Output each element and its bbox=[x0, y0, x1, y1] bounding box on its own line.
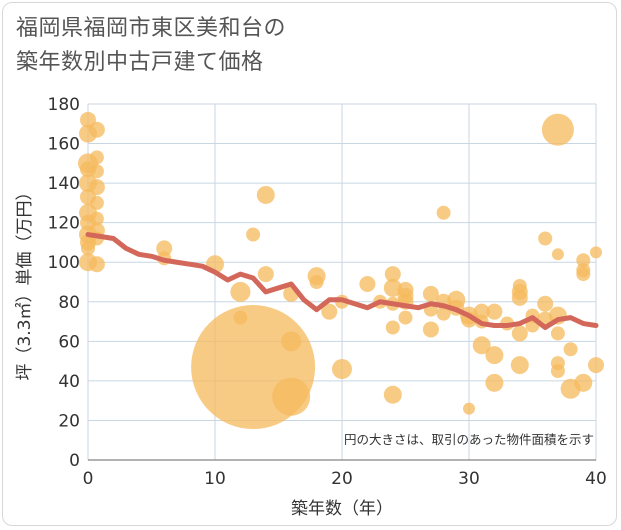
bubble-point bbox=[281, 331, 302, 352]
bubble-point bbox=[588, 357, 604, 374]
bubble-point bbox=[89, 164, 104, 179]
bubble-point bbox=[511, 289, 528, 306]
bubble-point bbox=[384, 266, 401, 283]
bubble-point bbox=[436, 306, 451, 321]
bubble-point bbox=[574, 373, 593, 392]
bubble-point bbox=[486, 303, 503, 320]
bubble-point bbox=[511, 325, 528, 342]
bubble-series bbox=[78, 111, 604, 430]
bubble-point bbox=[81, 241, 95, 256]
chart-title: 福岡県福岡市東区美和台の 築年数別中古戸建て価格 bbox=[16, 16, 287, 75]
y-tick-label: 40 bbox=[58, 372, 80, 392]
bubble-point bbox=[538, 231, 553, 246]
bubble-point bbox=[422, 321, 439, 338]
bubble-point bbox=[436, 205, 451, 220]
y-tick-label: 120 bbox=[48, 214, 80, 234]
trend-series bbox=[85, 232, 599, 330]
bubble-point bbox=[510, 356, 529, 375]
y-tick-label: 60 bbox=[58, 332, 80, 352]
bubble-point bbox=[576, 267, 591, 282]
bubble-point bbox=[383, 278, 402, 297]
bubble-point bbox=[385, 320, 400, 335]
y-tick-label: 20 bbox=[58, 411, 80, 431]
y-axis-label: 坪（3.3㎡）単価（万円） bbox=[15, 183, 35, 380]
bubble-point bbox=[472, 336, 491, 355]
bubble-point bbox=[563, 342, 578, 357]
y-tick-label: 80 bbox=[58, 293, 80, 313]
bubble-point bbox=[246, 227, 261, 242]
bubble-point bbox=[88, 179, 105, 196]
bubble-point bbox=[383, 385, 402, 404]
y-tick-label: 140 bbox=[48, 174, 80, 194]
bubble-point bbox=[256, 185, 275, 204]
size-note: 円の大きさは、取引のあった物件面積を示す bbox=[344, 432, 594, 447]
x-tick-label: 40 bbox=[585, 469, 607, 489]
axes: 0 20 40 60 80 100 120 140 160 180 0 10 20 30 40 bbox=[48, 95, 607, 489]
x-axis-label: 築年数（年） bbox=[291, 499, 393, 519]
bubble-point bbox=[485, 373, 504, 392]
bubble-point bbox=[537, 295, 554, 312]
bubble-point bbox=[257, 266, 274, 283]
bubble-point bbox=[156, 240, 173, 257]
y-tick-label: 160 bbox=[48, 135, 80, 155]
x-tick-label: 30 bbox=[458, 469, 480, 489]
bubble-point bbox=[321, 303, 338, 320]
bubble-point bbox=[230, 281, 251, 302]
y-tick-label: 0 bbox=[69, 451, 80, 471]
bubble-point bbox=[88, 121, 105, 138]
trend-line bbox=[85, 232, 599, 330]
bubble-point bbox=[398, 310, 413, 325]
bubble-point bbox=[309, 275, 324, 289]
bubble-point bbox=[88, 256, 105, 273]
bubble-point bbox=[89, 150, 104, 165]
y-tick-label: 180 bbox=[48, 95, 80, 115]
bubble-point bbox=[422, 285, 439, 302]
x-tick-label: 0 bbox=[83, 469, 94, 489]
bubble-point bbox=[550, 326, 565, 341]
bubble-point bbox=[359, 275, 376, 292]
bubble-point bbox=[551, 248, 564, 261]
y-tick-label: 100 bbox=[48, 253, 80, 273]
bubble-point bbox=[485, 346, 504, 365]
bubble-point bbox=[550, 364, 565, 378]
bubble-point bbox=[463, 402, 475, 415]
bubble-point bbox=[89, 195, 104, 210]
bubble-point bbox=[89, 211, 104, 226]
x-tick-label: 10 bbox=[204, 469, 226, 489]
x-tick-label: 20 bbox=[331, 469, 353, 489]
bubble-point bbox=[541, 113, 574, 146]
bubble-point bbox=[576, 253, 591, 268]
bubble-point bbox=[272, 377, 311, 416]
bubble-point bbox=[473, 303, 490, 320]
bubble-point bbox=[332, 359, 352, 380]
bubble-point bbox=[590, 246, 602, 259]
